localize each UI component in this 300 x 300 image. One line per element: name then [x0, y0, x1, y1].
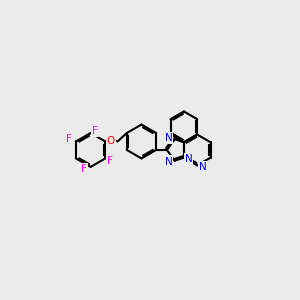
Text: N: N — [184, 154, 192, 164]
Text: F: F — [92, 126, 98, 136]
Text: N: N — [199, 162, 206, 172]
Text: F: F — [81, 164, 87, 174]
Text: O: O — [106, 136, 115, 146]
Text: N: N — [165, 134, 172, 143]
Text: F: F — [66, 134, 72, 144]
Text: N: N — [165, 157, 172, 166]
Text: F: F — [107, 156, 113, 166]
